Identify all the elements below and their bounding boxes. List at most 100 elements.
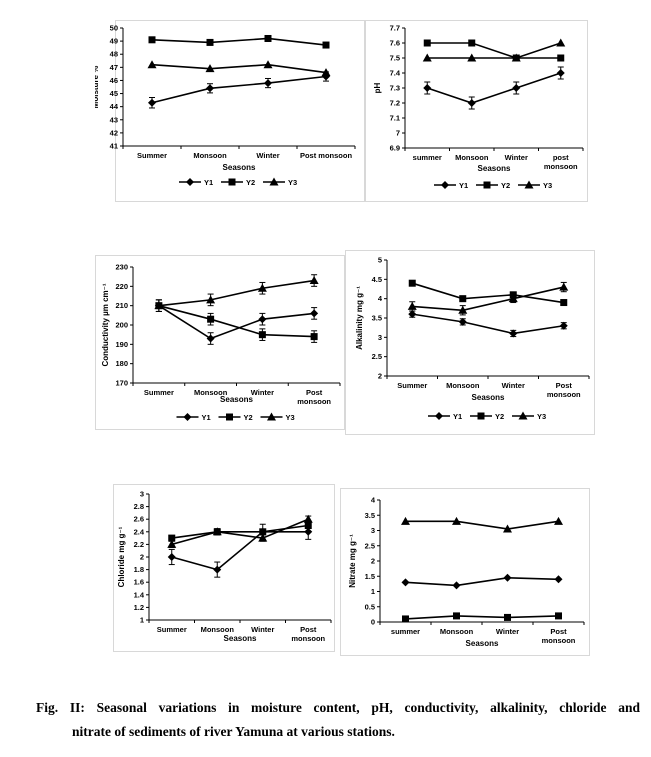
y-tick-label: 3 (371, 526, 375, 535)
y-tick-label: 3 (140, 490, 144, 499)
y-tick-label: 7.5 (390, 54, 400, 63)
x-tick-label: Monsoon (201, 625, 235, 634)
data-point-y1 (509, 329, 518, 338)
y-tick-label: 3 (378, 333, 382, 342)
y-tick-label: 1.6 (134, 578, 144, 587)
x-tick-label: Monsoon (446, 381, 480, 390)
x-axis-title: Seasons (224, 634, 257, 643)
y-tick-label: 41 (110, 142, 118, 151)
data-point-y3 (554, 516, 563, 525)
legend-marker (183, 413, 192, 421)
data-point-y3 (321, 68, 331, 77)
legend-marker (477, 412, 485, 420)
x-axis-title: Seasons (472, 393, 505, 402)
chloride-chart: 1 1.2 1.4 1.6 1.8 2 2.2 2.4 2.6 2.8 3 Summer Monsoon… (113, 484, 335, 652)
data-point-y3 (212, 527, 222, 536)
legend-label: Y1 (204, 178, 213, 187)
legend-marker (186, 178, 194, 186)
data-point-y3 (309, 276, 319, 285)
data-point-y3 (559, 282, 569, 291)
legend-marker (483, 181, 491, 189)
data-point-y2 (459, 295, 467, 303)
x-tick-label: Summer (137, 151, 167, 160)
data-point-y2 (148, 36, 156, 44)
figure-caption: Fig. II: Seasonal variations in moisture… (36, 696, 640, 744)
x-tick-label: Post (550, 627, 567, 636)
legend-label: Y3 (537, 412, 546, 421)
x-axis-title: Seasons (466, 639, 499, 648)
data-point-y1 (401, 578, 410, 587)
y-tick-label: 2.5 (372, 352, 382, 361)
series-line-y2 (412, 282, 564, 304)
data-point-y2 (310, 333, 318, 341)
data-point-y2 (322, 41, 330, 49)
data-point-y1 (264, 79, 272, 88)
y-tick-label: 47 (110, 63, 118, 72)
y-tick-label: 2.4 (134, 527, 145, 536)
data-point-y2 (468, 39, 476, 47)
legend-label: Y3 (286, 413, 295, 422)
y-tick-label: 46 (110, 76, 118, 85)
x-tick-label: post (553, 153, 569, 162)
data-point-y3 (407, 301, 417, 310)
x-tick-label: Post (306, 388, 323, 397)
x-tick-label: Monsoon (455, 153, 489, 162)
y-axis-title: Moisture % (95, 66, 100, 109)
data-point-y2 (168, 534, 176, 542)
y-tick-label: 48 (110, 50, 118, 59)
data-point-y1 (206, 334, 215, 343)
y-tick-label: 1.4 (134, 590, 145, 599)
x-tick-label: monsoon (297, 397, 331, 406)
data-point-y1 (554, 575, 563, 584)
x-axis-title: Seasons (223, 163, 256, 172)
y-tick-label: 1.5 (365, 572, 375, 581)
data-point-y2 (555, 612, 562, 620)
data-point-y2 (264, 34, 272, 42)
data-point-y1 (503, 573, 512, 582)
y-tick-label: 42 (110, 128, 118, 137)
ph-chart: 6.9 7 7.1 7.2 7.3 7.4 7.5 7.6 7.7 summer Monsoon Wi… (365, 20, 588, 202)
x-axis-title: Seasons (220, 395, 253, 404)
data-point-y1 (322, 72, 330, 81)
x-tick-label: Monsoon (440, 627, 474, 636)
caption-line-1: Fig. II: Seasonal variations in moisture… (36, 700, 640, 715)
data-point-y2 (560, 299, 568, 307)
x-tick-label: Post (556, 381, 573, 390)
legend-label: Y2 (501, 181, 510, 190)
y-tick-label: 45 (110, 89, 118, 98)
conductivity-chart: 170 180 190 200 210 220 230 Summer Monsoon Winter… (95, 255, 345, 430)
data-point-y2 (423, 39, 431, 47)
data-point-y3 (303, 514, 313, 523)
series-line-y1 (171, 530, 309, 571)
legend-label: Y3 (543, 181, 552, 190)
x-tick-label: Winter (502, 381, 525, 390)
y-tick-label: 5 (378, 256, 382, 265)
legend-label: Y1 (202, 413, 211, 422)
panel-frame (113, 484, 335, 652)
y-tick-label: 2 (378, 372, 382, 381)
y-axis-title: Alkalinity mg g⁻¹ (355, 286, 364, 350)
legend-label: Y2 (244, 413, 253, 422)
legend-label: Y1 (453, 412, 462, 421)
data-point-y3 (511, 53, 521, 62)
x-tick-label: Summer (157, 625, 187, 634)
y-tick-label: 2.2 (134, 540, 144, 549)
data-point-y2 (259, 528, 267, 536)
y-tick-label: 7.2 (390, 99, 400, 108)
series-line-y1 (151, 75, 327, 104)
data-point-y3 (401, 516, 410, 525)
legend-label: Y2 (495, 412, 504, 421)
panel-frame (95, 255, 345, 430)
y-axis-title: Conductivity µm cm⁻¹ (101, 283, 110, 366)
data-point-y1 (167, 553, 176, 561)
y-tick-label: 7.1 (390, 114, 400, 123)
x-tick-label: monsoon (542, 636, 576, 645)
y-tick-label: 1 (140, 616, 144, 625)
series-line-y1 (412, 313, 564, 335)
y-tick-label: 2.5 (365, 541, 375, 550)
y-tick-label: 4 (371, 496, 376, 505)
y-tick-label: 1 (371, 587, 375, 596)
data-point-y3 (422, 53, 432, 62)
y-tick-label: 2.6 (134, 515, 144, 524)
x-tick-label: Winter (251, 388, 274, 397)
